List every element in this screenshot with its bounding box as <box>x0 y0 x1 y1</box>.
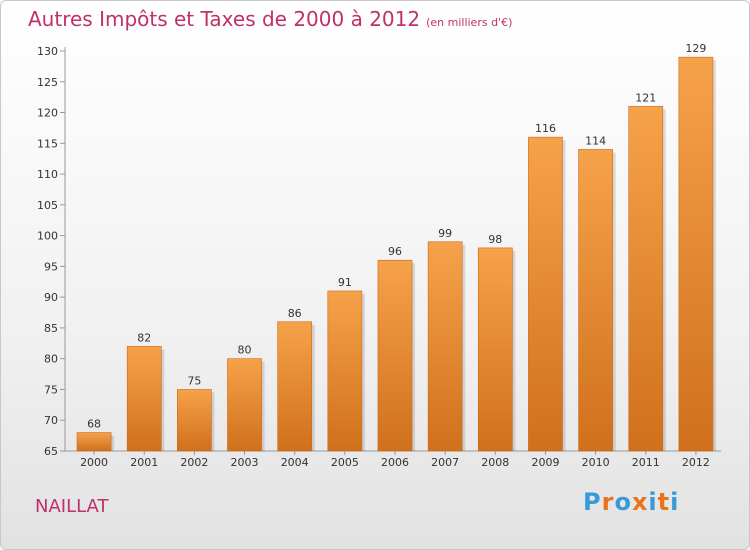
x-tick-label: 2007 <box>431 456 459 469</box>
bar-2009 <box>528 136 563 452</box>
x-tick-label: 2001 <box>130 456 158 469</box>
data-label: 82 <box>137 331 151 344</box>
bars <box>76 56 716 452</box>
data-label: 75 <box>187 374 201 387</box>
logo-letter: o <box>614 488 632 516</box>
x-tick-label: 2002 <box>180 456 208 469</box>
y-tick-label: 95 <box>44 260 58 273</box>
data-label: 116 <box>535 122 556 135</box>
x-tick-label: 2004 <box>281 456 309 469</box>
logo-letter: x <box>631 488 649 516</box>
logo-letter: i <box>670 488 680 516</box>
chart-unit: (en milliers d'€) <box>426 16 513 29</box>
y-tick-label: 120 <box>37 107 58 120</box>
bar-2005 <box>327 290 363 452</box>
data-label: 91 <box>338 276 352 289</box>
y-tick-label: 90 <box>44 291 58 304</box>
x-tick-label: 2009 <box>531 456 559 469</box>
y-tick-label: 115 <box>37 137 58 150</box>
bar-2003 <box>227 358 262 452</box>
data-label: 96 <box>388 245 402 258</box>
bar-2000 <box>76 432 112 452</box>
y-tick-label: 75 <box>44 383 58 396</box>
bar-2002 <box>177 389 212 452</box>
y-tick-label: 65 <box>44 445 58 458</box>
y-tick-label: 125 <box>37 76 58 89</box>
commune-name: NAILLAT <box>35 496 109 517</box>
x-tick-label: 2006 <box>381 456 409 469</box>
y-tick-label: 70 <box>44 414 58 427</box>
bar-2011 <box>628 106 664 452</box>
x-tick-label: 2011 <box>632 456 660 469</box>
chart-title-text: Autres Impôts et Taxes de 2000 à 2012 <box>28 7 421 31</box>
chart-title: Autres Impôts et Taxes de 2000 à 2012 (en… <box>28 7 512 31</box>
logo-letter: i <box>648 488 658 516</box>
y-tick-label: 80 <box>44 353 58 366</box>
y-tick-label: 130 <box>37 45 58 58</box>
bar-2012 <box>678 56 714 452</box>
data-label: 114 <box>585 134 606 147</box>
y-tick-label: 110 <box>37 168 58 181</box>
y-tick-label: 105 <box>37 199 58 212</box>
logo-letter: t <box>657 488 671 516</box>
logo-letter: r <box>601 488 615 516</box>
data-label: 98 <box>488 233 502 246</box>
bar-2006 <box>377 259 413 452</box>
data-label: 68 <box>87 418 101 431</box>
data-label: 129 <box>685 42 706 55</box>
bar-2004 <box>277 321 313 452</box>
data-label: 80 <box>238 344 252 357</box>
x-tick-label: 2005 <box>331 456 359 469</box>
x-tick-label: 2010 <box>582 456 610 469</box>
axes: 65 70 75 80 85 90 95 100 105 110 115 120 125 130 <box>37 45 721 458</box>
x-tick-label: 2012 <box>682 456 710 469</box>
x-tick-label: 2000 <box>80 456 108 469</box>
logo-letter: P <box>583 488 602 516</box>
x-tick-label: 2008 <box>481 456 509 469</box>
bar-2008 <box>477 247 513 452</box>
proxiti-logo: Proxiti <box>583 488 679 516</box>
bar-2001 <box>126 346 162 452</box>
bar-2010 <box>578 149 613 452</box>
x-tick-label: 2003 <box>231 456 259 469</box>
y-tick-label: 100 <box>37 230 58 243</box>
bar-2007 <box>427 241 463 452</box>
data-label: 86 <box>288 307 302 320</box>
data-label: 121 <box>635 91 656 104</box>
y-tick-label: 85 <box>44 322 58 335</box>
labels: 2000 68 2001 82 2002 75 2003 80 2004 86 2005 91 2006… <box>80 42 710 469</box>
data-label: 99 <box>438 227 452 240</box>
